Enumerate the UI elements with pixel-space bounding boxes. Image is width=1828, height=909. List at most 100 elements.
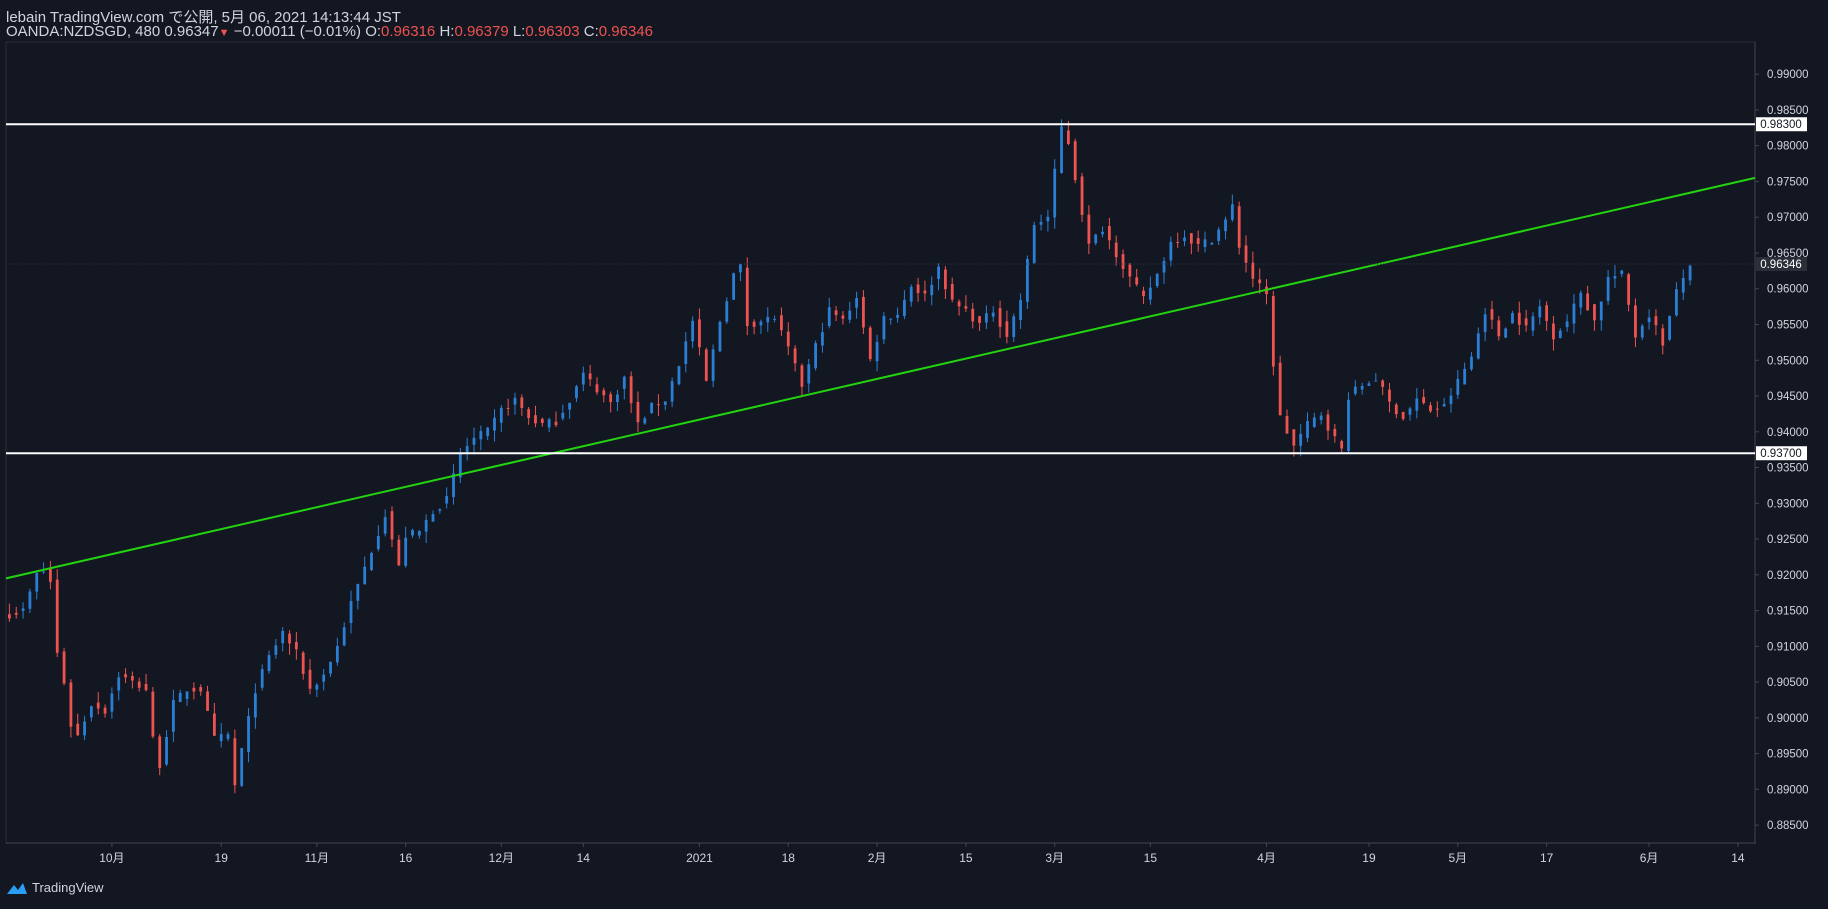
candle-body bbox=[821, 332, 824, 346]
candle-body bbox=[1449, 395, 1453, 405]
candle-body bbox=[1538, 306, 1542, 318]
y-tick-label: 0.93000 bbox=[1767, 498, 1809, 510]
candle-body bbox=[479, 431, 483, 440]
publish-info: lebain TradingView.com で公開, 5月 06, 2021 … bbox=[6, 9, 401, 26]
y-tick-label: 0.93500 bbox=[1767, 463, 1809, 475]
candle-body bbox=[274, 645, 278, 655]
candle-body bbox=[1012, 316, 1016, 337]
candle-body bbox=[206, 691, 209, 711]
candle-body bbox=[158, 736, 162, 768]
candle-body bbox=[1176, 242, 1180, 244]
candle-body bbox=[1060, 126, 1063, 174]
candle-body bbox=[848, 310, 852, 320]
y-tick-label: 0.97500 bbox=[1767, 176, 1809, 188]
candle-body bbox=[1497, 320, 1501, 337]
x-tick-label: 17 bbox=[1540, 851, 1554, 865]
tradingview-logo-icon bbox=[7, 882, 27, 894]
candle-body bbox=[103, 707, 107, 714]
x-tick-label: 15 bbox=[959, 851, 973, 865]
candle-body bbox=[1005, 321, 1009, 337]
candle-body bbox=[192, 687, 196, 692]
y-tick-label: 0.99000 bbox=[1767, 69, 1809, 81]
candle-body bbox=[42, 571, 45, 573]
y-tick-label: 0.91000 bbox=[1767, 641, 1809, 653]
candle-body bbox=[1073, 141, 1077, 181]
candle-body bbox=[1476, 333, 1480, 359]
last-price-label: 0.96346 bbox=[1760, 259, 1802, 271]
candle-body bbox=[1374, 380, 1378, 382]
candle-body bbox=[868, 327, 872, 360]
candle-body bbox=[1565, 321, 1569, 328]
tradingview-footer[interactable]: TradingView bbox=[6, 880, 104, 895]
candle-body bbox=[96, 702, 100, 709]
candle-body bbox=[1634, 305, 1637, 338]
candle-body bbox=[404, 537, 408, 566]
x-tick-label: 2021 bbox=[686, 851, 713, 865]
x-tick-label: 11月 bbox=[305, 851, 329, 865]
candle-body bbox=[862, 296, 865, 328]
candle-body bbox=[602, 390, 606, 396]
candle-body bbox=[1148, 287, 1152, 300]
candle-body bbox=[21, 608, 25, 611]
candle-body bbox=[1237, 206, 1241, 248]
candle-body bbox=[69, 682, 73, 727]
candle-body bbox=[1558, 330, 1562, 339]
y-tick-label: 0.95500 bbox=[1767, 319, 1809, 331]
candle-body bbox=[773, 318, 777, 320]
low-value: 0.96303 bbox=[525, 23, 580, 40]
candle-body bbox=[793, 348, 797, 364]
ohlc-legend: OANDA:NZDSGD, 480 0.96347▼ −0.00011 (−0.… bbox=[6, 23, 653, 40]
candle-body bbox=[1463, 368, 1467, 385]
candle-body bbox=[499, 407, 503, 423]
candle-body bbox=[978, 316, 981, 323]
candle-body bbox=[1046, 216, 1050, 222]
y-tick-label: 0.92500 bbox=[1767, 534, 1809, 546]
candle-body bbox=[1135, 277, 1139, 285]
candle-body bbox=[76, 723, 80, 736]
candle-body bbox=[8, 614, 11, 619]
candle-body bbox=[1107, 226, 1111, 241]
candle-body bbox=[547, 419, 551, 428]
candle-body bbox=[711, 349, 715, 381]
candle-body bbox=[472, 437, 476, 445]
level-label: 0.93700 bbox=[1760, 448, 1802, 460]
candle-body bbox=[1292, 429, 1296, 446]
candle-body bbox=[1422, 397, 1426, 404]
candle-body bbox=[124, 674, 127, 678]
candle-body bbox=[1155, 273, 1159, 287]
candle-body bbox=[424, 519, 428, 532]
candle-body bbox=[1599, 301, 1603, 321]
candle-body bbox=[1217, 229, 1221, 241]
candle-body bbox=[650, 402, 654, 414]
candle-body bbox=[1688, 265, 1692, 281]
candle-body bbox=[957, 301, 961, 307]
x-tick-label: 12月 bbox=[489, 851, 514, 865]
candle-body bbox=[1203, 239, 1207, 248]
y-tick-label: 0.97000 bbox=[1767, 212, 1809, 224]
candle-body bbox=[260, 669, 264, 688]
candle-body bbox=[49, 568, 52, 582]
candle-body bbox=[1483, 314, 1487, 332]
candle-body bbox=[643, 418, 647, 424]
candle-body bbox=[780, 315, 783, 331]
candle-body bbox=[991, 312, 995, 317]
candle-body bbox=[315, 684, 319, 690]
candle-body bbox=[1668, 315, 1671, 340]
candle-body bbox=[383, 517, 387, 534]
candle-body bbox=[616, 394, 619, 403]
candle-body bbox=[349, 601, 353, 624]
candle-body bbox=[288, 633, 291, 644]
candle-body bbox=[117, 677, 121, 691]
candle-body bbox=[1613, 276, 1617, 279]
candle-body bbox=[1039, 221, 1043, 225]
candle-body bbox=[1019, 300, 1022, 320]
candle-body bbox=[301, 652, 305, 674]
candle-body bbox=[629, 376, 633, 404]
candle-body bbox=[1258, 279, 1262, 284]
candle-body bbox=[759, 321, 763, 326]
candle-body bbox=[342, 627, 346, 646]
candle-body bbox=[335, 645, 339, 663]
candle-body bbox=[588, 373, 592, 380]
candle-body bbox=[1490, 309, 1494, 320]
